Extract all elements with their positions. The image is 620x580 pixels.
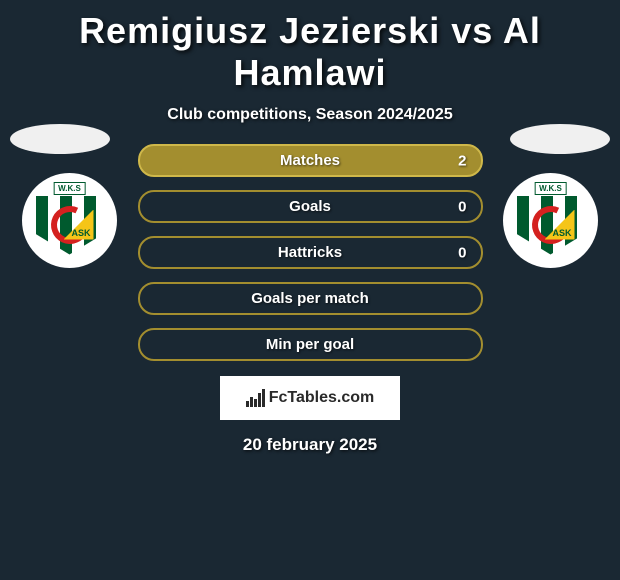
stat-label: Matches (280, 152, 340, 169)
date-label: 20 february 2025 (0, 435, 620, 455)
stats-container: Matches 2 Goals 0 Hattricks 0 Goals per match M… (138, 144, 483, 361)
badge-top-text: W.K.S (534, 182, 567, 195)
badge-corner-text: ASK (552, 228, 571, 238)
stat-label: Hattricks (278, 244, 342, 261)
brand-logo: FcTables.com (220, 376, 400, 420)
chart-icon (246, 389, 265, 407)
comparison-title: Remigiusz Jezierski vs Al Hamlawi (0, 0, 620, 94)
stat-pill: Goals 0 (138, 190, 483, 223)
stat-label: Goals per match (251, 290, 369, 307)
player-avatar-left (10, 124, 110, 154)
stat-value: 0 (458, 198, 466, 215)
stat-label: Min per goal (266, 336, 354, 353)
stat-value: 0 (458, 244, 466, 261)
badge-top-text: W.K.S (53, 182, 86, 195)
brand-text: FcTables.com (269, 389, 375, 407)
stat-pill: Matches 2 (138, 144, 483, 177)
club-badge-left: W.K.S ASK (22, 173, 117, 268)
stat-pill: Hattricks 0 (138, 236, 483, 269)
stat-value: 2 (458, 152, 466, 169)
stat-pill: Goals per match (138, 282, 483, 315)
club-badge-right: W.K.S ASK (503, 173, 598, 268)
stat-pill: Min per goal (138, 328, 483, 361)
stat-label: Goals (289, 198, 331, 215)
badge-corner-text: ASK (71, 228, 90, 238)
comparison-subtitle: Club competitions, Season 2024/2025 (0, 106, 620, 124)
player-avatar-right (510, 124, 610, 154)
